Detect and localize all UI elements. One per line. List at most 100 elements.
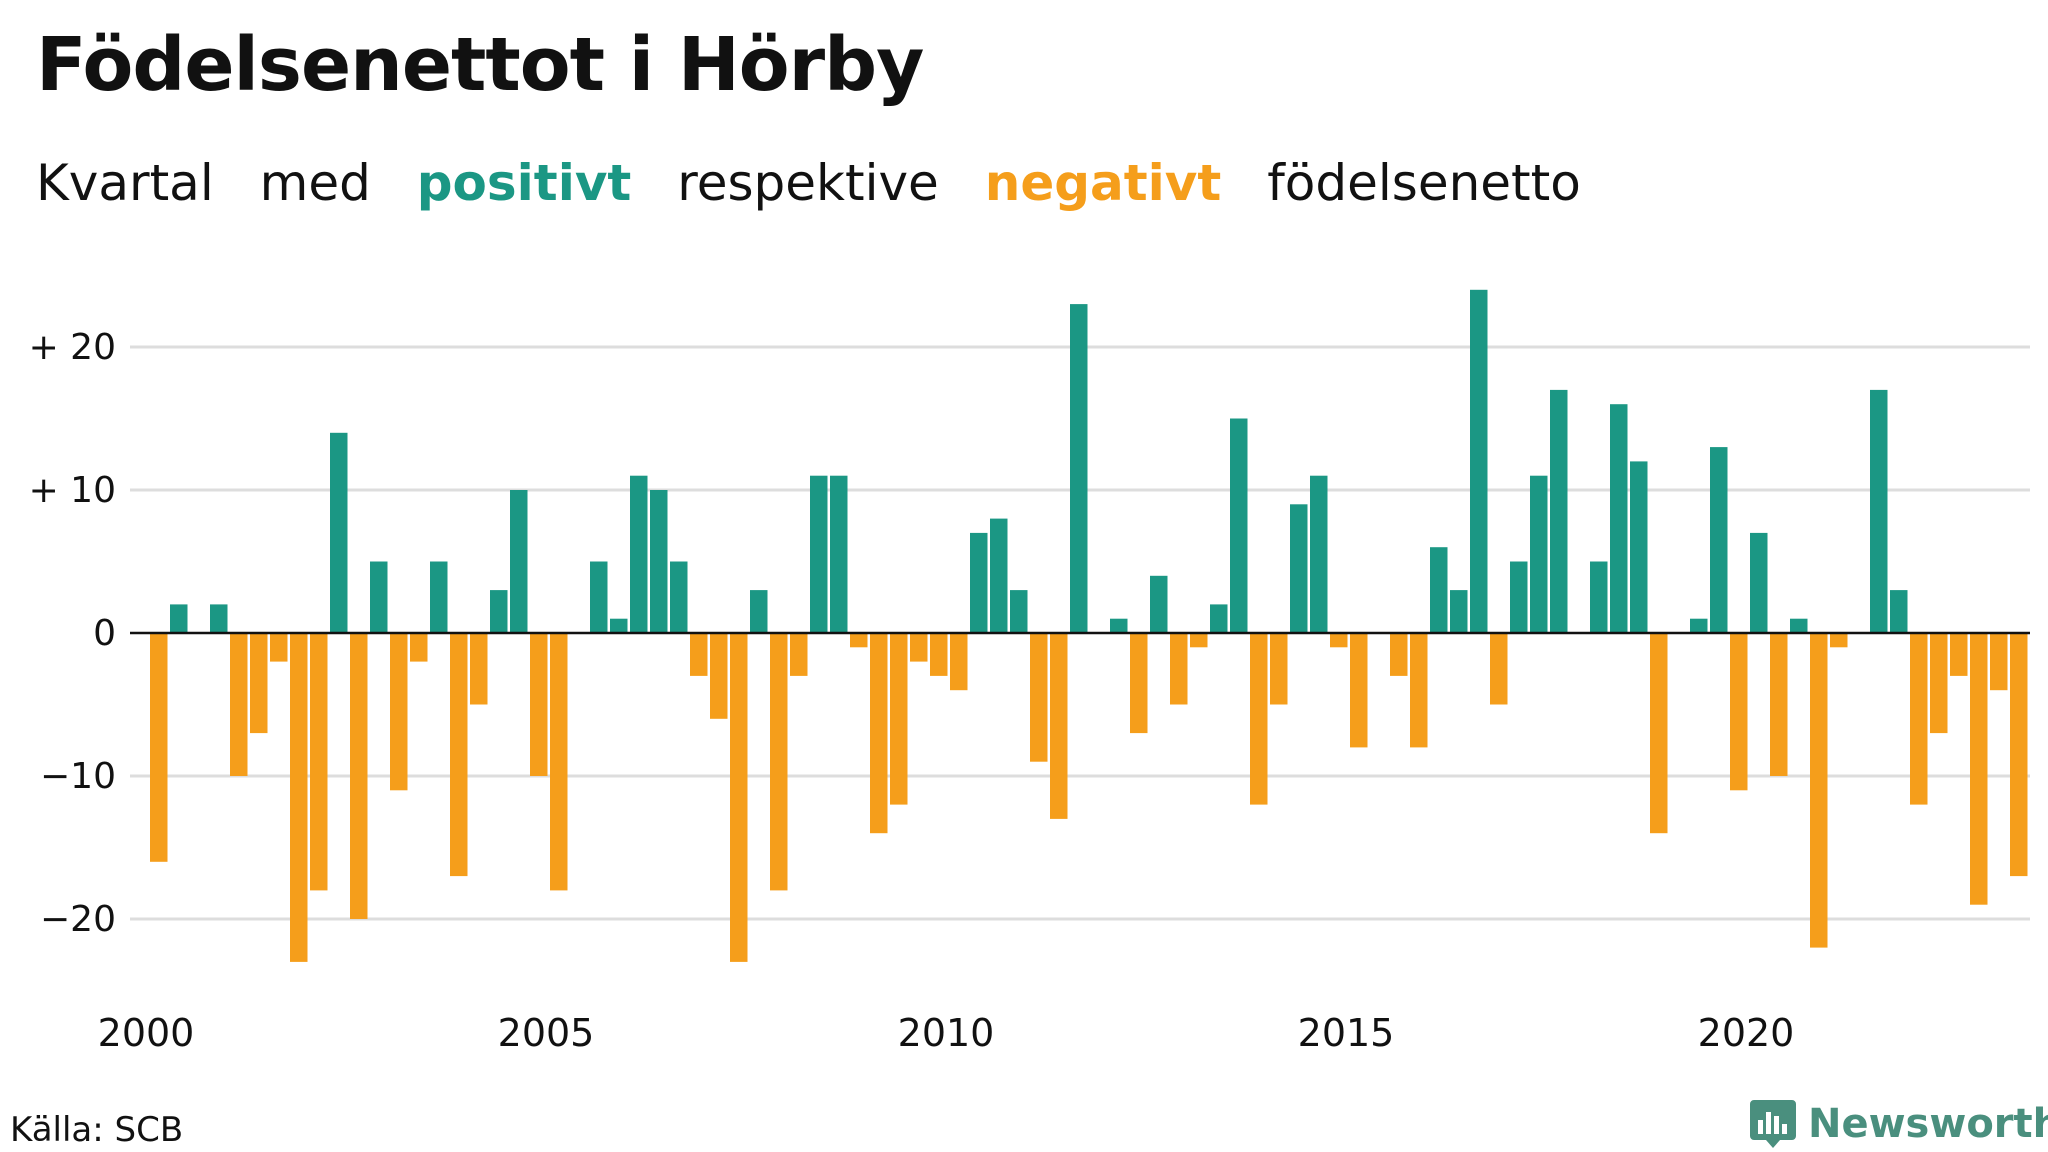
negative-bar bbox=[1030, 633, 1048, 762]
positive-bar bbox=[510, 490, 528, 633]
brand-name: Newsworthy bbox=[1808, 1101, 2048, 1147]
positive-bar bbox=[970, 532, 988, 633]
negative-bar bbox=[790, 633, 808, 676]
chart-title: Födelsenettot i Hörby bbox=[36, 22, 924, 108]
y-tick-label: −10 bbox=[40, 756, 116, 797]
negative-bar bbox=[270, 633, 288, 662]
positive-bar bbox=[1150, 575, 1168, 633]
negative-bar bbox=[950, 633, 968, 691]
x-tick-label: 2000 bbox=[98, 1011, 195, 1055]
positive-bar bbox=[1710, 447, 1728, 633]
subtitle-negative-keyword: negativt bbox=[984, 154, 1222, 212]
negative-bar bbox=[770, 633, 788, 891]
negative-bar bbox=[690, 633, 708, 676]
positive-bar bbox=[990, 518, 1008, 633]
positive-bar bbox=[1870, 389, 1888, 633]
negative-bar bbox=[1190, 633, 1208, 648]
newsworthy-bars-icon bbox=[1750, 1100, 1796, 1148]
y-tick-label: 0 bbox=[93, 613, 116, 654]
positive-bar bbox=[1550, 389, 1568, 633]
positive-bar bbox=[610, 618, 628, 633]
positive-bar bbox=[1010, 590, 1028, 633]
positive-bar bbox=[1210, 604, 1228, 633]
negative-bar bbox=[1130, 633, 1148, 734]
positive-bar bbox=[1530, 475, 1548, 633]
negative-bar bbox=[1910, 633, 1928, 805]
positive-bar bbox=[670, 561, 688, 633]
source-label: Källa: SCB bbox=[10, 1110, 184, 1150]
positive-bar bbox=[830, 475, 848, 633]
subtitle-positive-keyword: positivt bbox=[416, 154, 632, 212]
positive-bar bbox=[1790, 618, 1808, 633]
subtitle-word-respectively: respektive bbox=[677, 154, 939, 212]
negative-bar bbox=[1990, 633, 2008, 691]
x-tick-label: 2005 bbox=[498, 1011, 595, 1055]
positive-bar bbox=[1750, 532, 1768, 633]
negative-bar bbox=[1770, 633, 1788, 776]
negative-bar bbox=[350, 633, 368, 919]
positive-bar bbox=[170, 604, 188, 633]
subtitle-word-with: med bbox=[259, 154, 371, 212]
negative-bar bbox=[890, 633, 908, 805]
negative-bar bbox=[870, 633, 888, 834]
negative-bar bbox=[1810, 633, 1828, 948]
positive-bar bbox=[810, 475, 828, 633]
positive-bar bbox=[370, 561, 388, 633]
positive-bar bbox=[1690, 618, 1708, 633]
negative-bar bbox=[1390, 633, 1408, 676]
x-tick-label: 2010 bbox=[898, 1011, 995, 1055]
negative-bar bbox=[1490, 633, 1508, 705]
negative-bar bbox=[230, 633, 248, 776]
positive-bar bbox=[650, 490, 668, 633]
positive-bar bbox=[1610, 404, 1628, 633]
negative-bar bbox=[250, 633, 268, 734]
positive-bar bbox=[630, 475, 648, 633]
positive-bar bbox=[1290, 504, 1308, 633]
y-tick-label: −20 bbox=[40, 899, 116, 940]
positive-bar bbox=[1450, 590, 1468, 633]
negative-bar bbox=[910, 633, 928, 662]
positive-bar bbox=[1230, 418, 1248, 633]
negative-bar bbox=[710, 633, 728, 719]
negative-bar bbox=[1970, 633, 1988, 905]
negative-bar bbox=[410, 633, 428, 662]
negative-bar bbox=[1730, 633, 1748, 791]
subtitle-word-birth-net: födelsenetto bbox=[1267, 154, 1581, 212]
positive-bar bbox=[490, 590, 508, 633]
negative-bar bbox=[310, 633, 328, 891]
negative-bar bbox=[930, 633, 948, 676]
x-tick-label: 2020 bbox=[1698, 1011, 1795, 1055]
negative-bar bbox=[1410, 633, 1428, 748]
negative-bar bbox=[390, 633, 408, 791]
negative-bar bbox=[530, 633, 548, 776]
positive-bar bbox=[1630, 461, 1648, 633]
positive-bar bbox=[1310, 475, 1328, 633]
positive-bar bbox=[590, 561, 608, 633]
positive-bar bbox=[1890, 590, 1908, 633]
x-tick-label: 2015 bbox=[1298, 1011, 1395, 1055]
negative-bar bbox=[730, 633, 748, 962]
negative-bar bbox=[290, 633, 308, 962]
chart-subtitle: Kvartal med positivt respektive negativt… bbox=[36, 154, 1611, 212]
negative-bar bbox=[1830, 633, 1848, 648]
y-tick-label: + 20 bbox=[29, 327, 116, 368]
negative-bar bbox=[470, 633, 488, 705]
positive-bar bbox=[1430, 547, 1448, 633]
negative-bar bbox=[1170, 633, 1188, 705]
positive-bar bbox=[1590, 561, 1608, 633]
negative-bar bbox=[1350, 633, 1368, 748]
brand-logo: Newsworthy bbox=[1750, 1098, 2048, 1150]
bar-chart: −20 −10 0 + 10 + 20 2000 2005 2010 2015 2020 bbox=[29, 289, 2030, 1055]
positive-bar bbox=[1510, 561, 1528, 633]
positive-bar bbox=[750, 590, 768, 633]
positive-bar bbox=[1110, 618, 1128, 633]
negative-bar bbox=[1330, 633, 1348, 648]
negative-bar bbox=[450, 633, 468, 877]
negative-bar bbox=[1270, 633, 1288, 705]
subtitle-word-quarter: Kvartal bbox=[36, 154, 214, 212]
negative-bar bbox=[1250, 633, 1268, 805]
positive-bar bbox=[430, 561, 448, 633]
negative-bar bbox=[150, 633, 168, 862]
negative-bar bbox=[550, 633, 568, 891]
positive-bar bbox=[1470, 289, 1488, 633]
